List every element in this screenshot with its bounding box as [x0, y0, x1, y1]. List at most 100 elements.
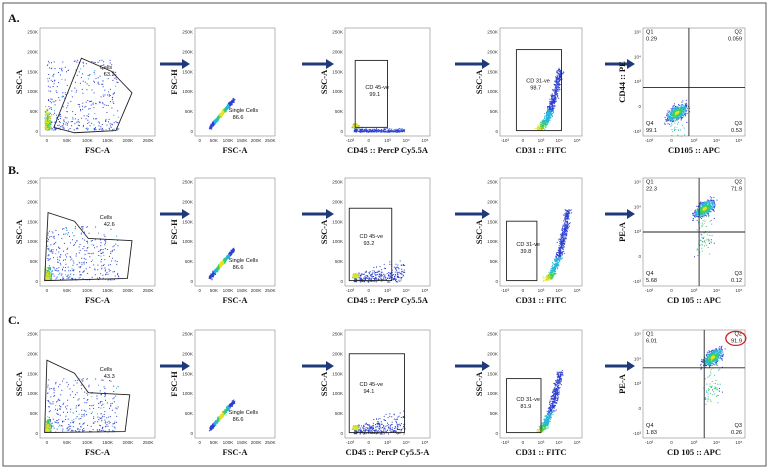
x-tick-label: 100K — [82, 440, 94, 445]
y-tick-label: 250K — [27, 332, 39, 337]
y-tick-label: 50K — [490, 259, 499, 264]
y-tick-label: 100K — [182, 391, 194, 396]
y-tick-label: 50K — [335, 411, 344, 416]
x-tick-label: 10⁴ — [403, 440, 410, 445]
gate-value: 98.7 — [530, 85, 541, 91]
event-dots — [541, 410, 554, 428]
x-tick-label: -10³ — [346, 440, 355, 445]
event-dots — [46, 59, 120, 131]
row-label: C. — [8, 313, 20, 327]
y-tick-label: 100K — [332, 89, 344, 94]
x-tick-label: -10³ — [645, 440, 654, 445]
y-axis-label: SSC-A — [319, 371, 329, 396]
y-tick-label: 150K — [27, 69, 39, 74]
quadrant-name: Q2 — [734, 29, 741, 35]
x-tick-label: 10³ — [384, 440, 391, 445]
x-tick-label: 0 — [199, 288, 202, 293]
x-tick-label: 100K — [82, 288, 94, 293]
quadrant-value: 91.9 — [731, 338, 742, 344]
y-tick-label: 200K — [182, 49, 194, 54]
quadrant-value: 71.9 — [731, 186, 742, 192]
plot: 0 50K 100K 150K 200K 250K050K100K150K200K250K… — [169, 177, 277, 305]
gate-value: 42.6 — [104, 222, 115, 228]
x-tick-label: 250K — [265, 288, 277, 293]
gate-name: CD 31-ve — [526, 78, 550, 84]
plot: 0 50K 100K 150K 200K 250K050K100K150K200K250K… — [14, 177, 156, 305]
x-tick-label: 10⁵ — [735, 288, 742, 293]
y-tick-label: 100K — [27, 89, 39, 94]
x-tick-label: 150K — [237, 440, 249, 445]
plot: 0 50K 100K 150K 200K 250K050K100K150K200K250K… — [14, 27, 156, 155]
gate-value: 86.6 — [233, 115, 244, 121]
arrow-head — [482, 59, 490, 69]
x-tick-label: 100K — [223, 440, 235, 445]
event-dots — [694, 200, 715, 256]
y-tick-label: 50K — [185, 259, 194, 264]
x-tick-label: 10⁴ — [713, 440, 720, 445]
y-axis-label: SSC-A — [14, 371, 24, 396]
x-axis-label: CD45 :: PercP Cy5.5A — [347, 295, 429, 305]
x-tick-label: 10⁴ — [555, 138, 562, 143]
y-tick-label: 0 — [340, 279, 343, 284]
y-axis-label: SSC-A — [319, 219, 329, 244]
y-tick-label: 10³ — [634, 79, 641, 84]
event-dots — [44, 416, 53, 433]
y-tick-label: 10⁵ — [634, 332, 641, 337]
event-dots — [692, 196, 718, 258]
arrow-head — [182, 59, 190, 69]
quadrant-value: 6.01 — [646, 338, 657, 344]
x-tick-label: 200K — [251, 288, 263, 293]
y-axis-label: PE-A — [617, 221, 627, 242]
x-tick-label: 50K — [210, 288, 219, 293]
y-tick-label: 250K — [182, 30, 194, 35]
x-tick-label: 10⁴ — [713, 288, 720, 293]
arrow-head — [627, 59, 635, 69]
x-axis-label: CD31 :: FITC — [516, 295, 567, 305]
x-tick-label: 0 — [522, 440, 525, 445]
y-tick-label: 10⁴ — [634, 54, 641, 59]
gate-value: 39.8 — [520, 249, 531, 255]
quadrant-name: Q4 — [646, 271, 653, 277]
quadrant-name: Q3 — [734, 271, 741, 277]
x-tick-label: 150K — [237, 288, 249, 293]
quadrant-name: Q3 — [734, 423, 741, 429]
x-tick-label: 10⁵ — [735, 440, 742, 445]
x-axis-label: FSC-A — [222, 295, 248, 305]
quadrant-name: Q3 — [734, 121, 741, 127]
quadrant-name: Q2 — [734, 331, 741, 337]
x-tick-label: 0 — [46, 138, 49, 143]
y-tick-label: 100K — [487, 391, 499, 396]
plot-frame — [344, 177, 431, 287]
x-tick-label: 100K — [223, 138, 235, 143]
plot-frame — [39, 27, 156, 137]
quadrant-value: 22.3 — [646, 186, 657, 192]
y-tick-label: 250K — [332, 332, 344, 337]
x-tick-label: 250K — [143, 440, 155, 445]
gate — [44, 359, 131, 434]
x-tick-label: 250K — [265, 138, 277, 143]
y-tick-label: -10³ — [633, 279, 642, 284]
x-tick-label: 150K — [102, 138, 114, 143]
plot: 0 50K 100K 150K 200K 250K050K100K150K200K250K… — [169, 27, 277, 155]
event-dots — [710, 355, 716, 384]
x-axis-label: CD 105 :: APC — [667, 295, 721, 305]
arrow-head — [627, 361, 635, 371]
x-tick-label: 50K — [63, 138, 72, 143]
x-axis-label: CD31 :: FITC — [516, 447, 567, 457]
y-tick-label: 150K — [332, 371, 344, 376]
x-axis-label: CD31 :: FITC — [516, 145, 567, 155]
y-tick-label: 250K — [27, 180, 39, 185]
event-dots — [545, 67, 565, 113]
x-tick-label: 10⁴ — [403, 138, 410, 143]
plot-frame — [194, 27, 276, 137]
gate-value: 93.2 — [363, 241, 374, 247]
gate-name: CD 45-ve — [365, 85, 389, 91]
y-tick-label: 250K — [487, 30, 499, 35]
quadrant-value: 5.68 — [646, 278, 657, 284]
x-axis-label: FSC-A — [85, 295, 111, 305]
x-axis-label: CD105 :: APC — [668, 145, 720, 155]
arrow-head — [482, 209, 490, 219]
x-axis-label: FSC-A — [222, 447, 248, 457]
